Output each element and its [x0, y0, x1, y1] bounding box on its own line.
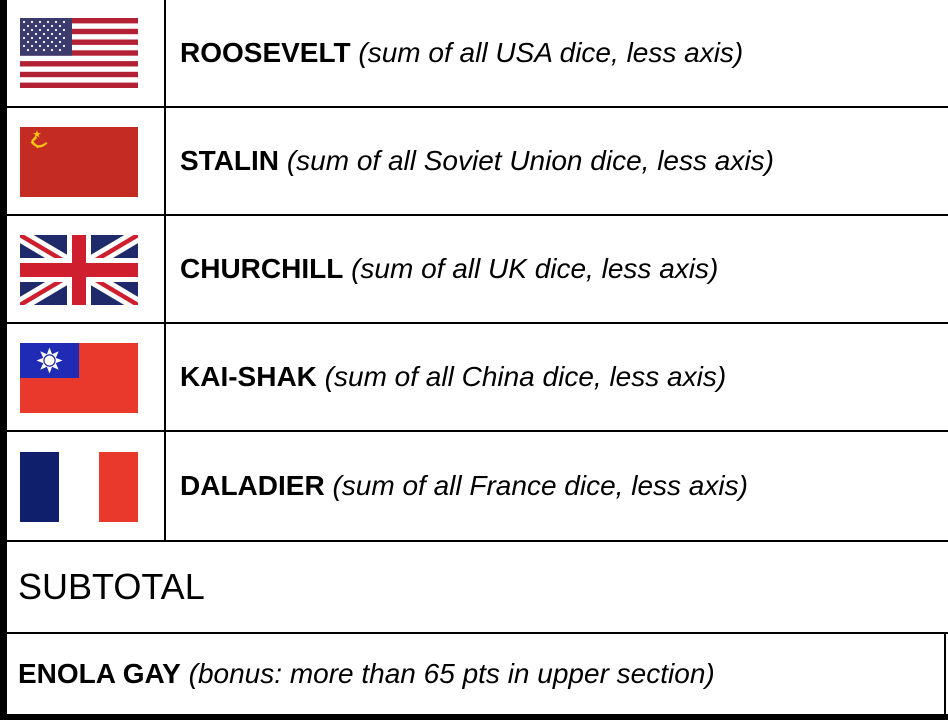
player-name: ROOSEVELT: [180, 37, 351, 68]
score-sheet: ROOSEVELT (sum of all USA dice, less axi…: [7, 0, 948, 714]
scoring-note: (sum of all Soviet Union dice, less axis…: [286, 145, 774, 176]
player-name: CHURCHILL: [180, 253, 344, 284]
player-name: STALIN: [180, 145, 280, 176]
row-text: CHURCHILL (sum of all UK dice, less axis…: [180, 216, 718, 322]
score-row-churchill: CHURCHILL (sum of all UK dice, less axis…: [7, 216, 948, 324]
scoring-note: (sum of all France dice, less axis): [332, 470, 748, 501]
row-text: STALIN (sum of all Soviet Union dice, le…: [180, 108, 774, 214]
flag-cell: [7, 324, 166, 430]
flag-cell: [7, 216, 166, 322]
score-row-kai-shak: KAI-SHAK (sum of all China dice, less ax…: [7, 324, 948, 432]
china-roc-flag-icon: [20, 343, 138, 413]
player-name: KAI-SHAK: [180, 361, 317, 392]
score-row-stalin: STALIN (sum of all Soviet Union dice, le…: [7, 108, 948, 216]
subtotal-row: SUBTOTAL: [7, 542, 948, 634]
france-flag-icon: [20, 452, 138, 522]
row-text: KAI-SHAK (sum of all China dice, less ax…: [180, 324, 726, 430]
bonus-row: ENOLA GAY (bonus: more than 65 pts in up…: [7, 634, 946, 714]
scoring-note: (sum of all UK dice, less axis): [351, 253, 719, 284]
uk-flag-icon: [20, 235, 138, 305]
flag-cell: [7, 0, 166, 106]
soviet-union-flag-icon: [20, 127, 138, 197]
bonus-note: (bonus: more than 65 pts in upper sectio…: [188, 658, 715, 689]
row-text: ROOSEVELT (sum of all USA dice, less axi…: [180, 0, 743, 106]
scoring-note: (sum of all USA dice, less axis): [358, 37, 744, 68]
score-row-daladier: DALADIER (sum of all France dice, less a…: [7, 432, 948, 542]
subtotal-label: SUBTOTAL: [18, 566, 205, 607]
score-row-roosevelt: ROOSEVELT (sum of all USA dice, less axi…: [7, 0, 948, 108]
bonus-text: ENOLA GAY (bonus: more than 65 pts in up…: [18, 634, 715, 714]
flag-cell: [7, 108, 166, 214]
bonus-name: ENOLA GAY: [18, 658, 181, 689]
usa-flag-icon: [20, 18, 138, 88]
scoring-note: (sum of all China dice, less axis): [324, 361, 727, 392]
player-name: DALADIER: [180, 470, 325, 501]
row-text: DALADIER (sum of all France dice, less a…: [180, 432, 748, 540]
flag-cell: [7, 432, 166, 540]
